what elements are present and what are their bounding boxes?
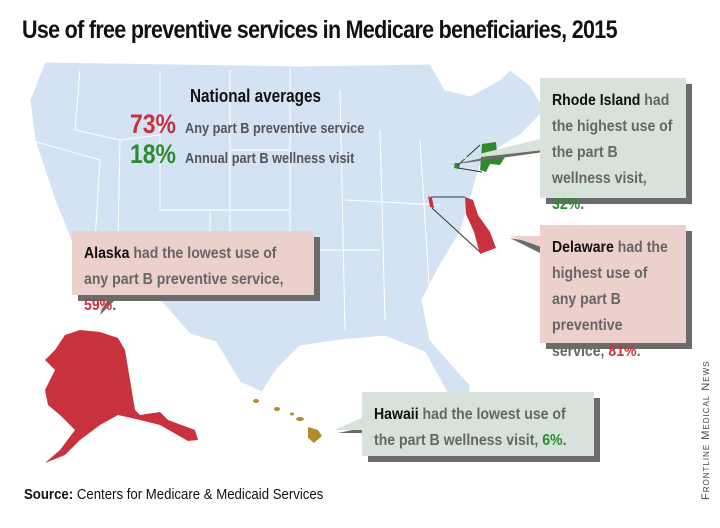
- state-name: Alaska: [84, 245, 130, 262]
- page-title: Use of free preventive services in Medic…: [22, 16, 618, 44]
- callout-end: .: [112, 297, 117, 314]
- state-name: Rhode Island: [552, 92, 641, 109]
- hawaii-shape: [253, 399, 322, 443]
- national-average-wellness: 18% Annual part B wellness visit: [130, 139, 396, 169]
- national-averages: National averages 73% Any part B prevent…: [130, 86, 396, 169]
- alaska-callout: Alaska had the lowest use of any part B …: [72, 231, 314, 314]
- wellness-value: 18%: [130, 139, 176, 169]
- state-borders: [29, 68, 441, 331]
- credit: Frontline Medical News: [700, 360, 712, 500]
- rhode-island-callout: Rhode Island had the highest use of the …: [540, 78, 686, 213]
- state-name: Delaware: [552, 239, 614, 256]
- state-name: Hawaii: [374, 406, 419, 423]
- callout-end: .: [562, 432, 567, 449]
- callout-value: 6%: [542, 432, 563, 449]
- source-note: Source: Centers for Medicare & Medicaid …: [24, 486, 323, 503]
- callout-text: had the highest use of the part B wellne…: [552, 92, 673, 187]
- callout-end: .: [636, 343, 641, 360]
- callout-text: had the lowest use of any part B prevent…: [84, 245, 284, 288]
- delaware-marker: [428, 196, 434, 208]
- national-averages-heading: National averages: [190, 86, 321, 106]
- callout-value: 81%: [608, 343, 637, 360]
- preventive-label: Any part B preventive service: [185, 120, 365, 137]
- callout-text: had the lowest use of the part B wellnes…: [374, 406, 566, 449]
- source-text: Centers for Medicare & Medicaid Services: [73, 486, 324, 503]
- national-average-preventive: 73% Any part B preventive service: [130, 109, 396, 139]
- hawaii-callout: Hawaii had the lowest use of the part B …: [362, 392, 594, 456]
- callout-text: had the highest use of any part B preven…: [552, 239, 668, 360]
- callout-value: 32%: [552, 196, 581, 213]
- preventive-value: 73%: [130, 109, 176, 139]
- delaware-zoom: [465, 197, 496, 254]
- callout-value: 59%: [84, 297, 113, 314]
- source-label: Source:: [24, 486, 74, 503]
- alaska-shape: [45, 330, 198, 463]
- delaware-callout: Delaware had the highest use of any part…: [540, 225, 686, 360]
- callout-end: .: [580, 196, 585, 213]
- wellness-label: Annual part B wellness visit: [185, 150, 355, 167]
